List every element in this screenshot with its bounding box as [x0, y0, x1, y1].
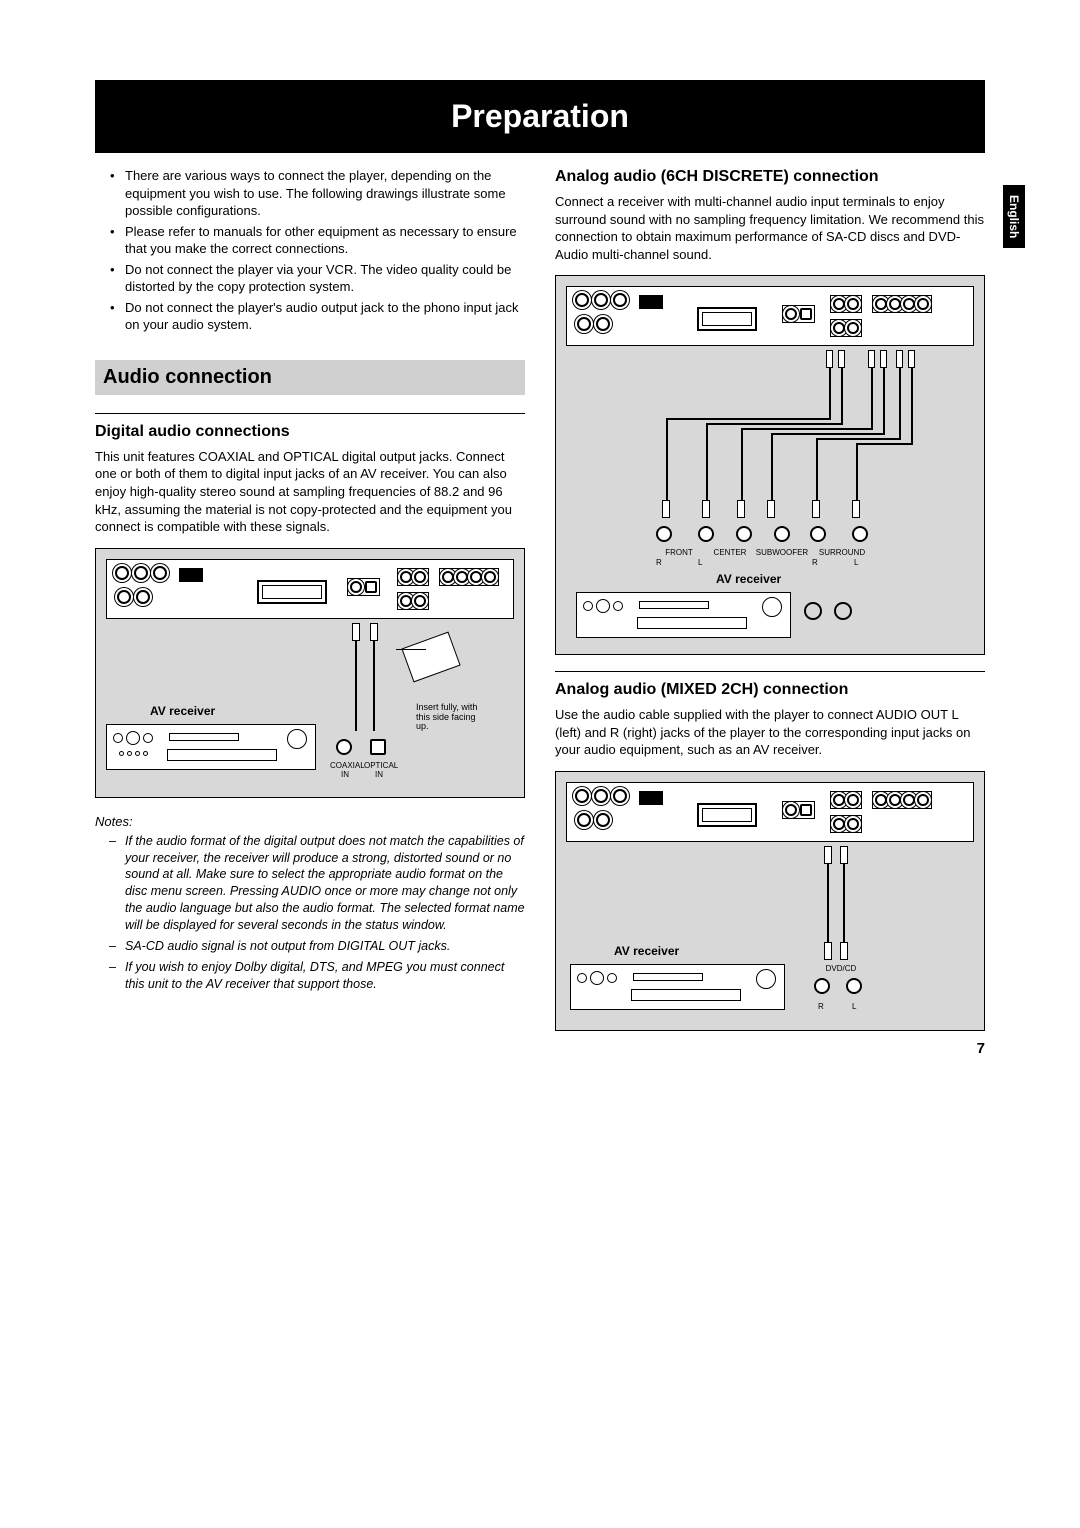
- r-label: R: [656, 558, 662, 567]
- right-column: Analog audio (6CH DISCRETE) connection C…: [555, 167, 985, 1047]
- optical-in-label: OPTICAL IN: [364, 761, 394, 779]
- player-back-panel: [566, 286, 974, 346]
- l-label: L: [852, 1002, 856, 1011]
- av-receiver-label: AV receiver: [716, 572, 781, 586]
- player-back-panel: [566, 782, 974, 842]
- page-header: Preparation: [95, 80, 985, 153]
- subwoofer-ch-label: SUBWOOFER: [752, 548, 812, 557]
- note-item: If the audio format of the digital outpu…: [125, 833, 525, 934]
- optical-plug-icon: [401, 631, 460, 682]
- l-label: L: [698, 558, 702, 567]
- digital-subheader: Digital audio connections: [95, 413, 525, 442]
- notes-label: Notes:: [95, 814, 525, 829]
- r-label: R: [812, 558, 818, 567]
- optical-callout: Insert fully, with this side facing up.: [416, 703, 486, 733]
- analog6-subheader: Analog audio (6CH DISCRETE) connection: [555, 167, 985, 187]
- intro-item: Do not connect the player via your VCR. …: [125, 261, 525, 296]
- note-item: If you wish to enjoy Dolby digital, DTS,…: [125, 959, 525, 993]
- digital-body: This unit features COAXIAL and OPTICAL d…: [95, 448, 525, 536]
- left-column: There are various ways to connect the pl…: [95, 167, 525, 1047]
- digital-connection-diagram: Insert fully, with this side facing up. …: [95, 548, 525, 798]
- analog2-connection-diagram: AV receiver DVD/CD R L: [555, 771, 985, 1031]
- surround-ch-label: SURROUND: [812, 548, 872, 557]
- intro-item: Please refer to manuals for other equipm…: [125, 223, 525, 258]
- notes-list: If the audio format of the digital outpu…: [95, 833, 525, 993]
- page-number: 7: [977, 1040, 985, 1057]
- l-label: L: [854, 558, 858, 567]
- note-item: SA-CD audio signal is not output from DI…: [125, 938, 525, 955]
- av-receiver-label: AV receiver: [150, 704, 215, 718]
- coaxial-in-label: COAXIAL IN: [330, 761, 360, 779]
- av-receiver-panel: [106, 724, 316, 770]
- av-receiver-panel: [576, 592, 791, 638]
- intro-item: There are various ways to connect the pl…: [125, 167, 525, 220]
- player-back-panel: [106, 559, 514, 619]
- r-label: R: [818, 1002, 824, 1011]
- analog2-body: Use the audio cable supplied with the pl…: [555, 706, 985, 759]
- dvd-cd-label: DVD/CD: [816, 964, 866, 973]
- analog6-connection-diagram: FRONT CENTER SUBWOOFER SURROUND R L R L …: [555, 275, 985, 655]
- front-ch-label: FRONT: [654, 548, 704, 557]
- analog6-body: Connect a receiver with multi-channel au…: [555, 193, 985, 263]
- analog2-subheader: Analog audio (MIXED 2CH) connection: [555, 671, 985, 700]
- language-tab: English: [1003, 185, 1025, 248]
- center-ch-label: CENTER: [708, 548, 752, 557]
- av-receiver-panel: [570, 964, 785, 1010]
- intro-item: Do not connect the player's audio output…: [125, 299, 525, 334]
- audio-connection-header: Audio connection: [95, 360, 525, 395]
- av-receiver-label: AV receiver: [614, 944, 679, 958]
- intro-list: There are various ways to connect the pl…: [95, 167, 525, 334]
